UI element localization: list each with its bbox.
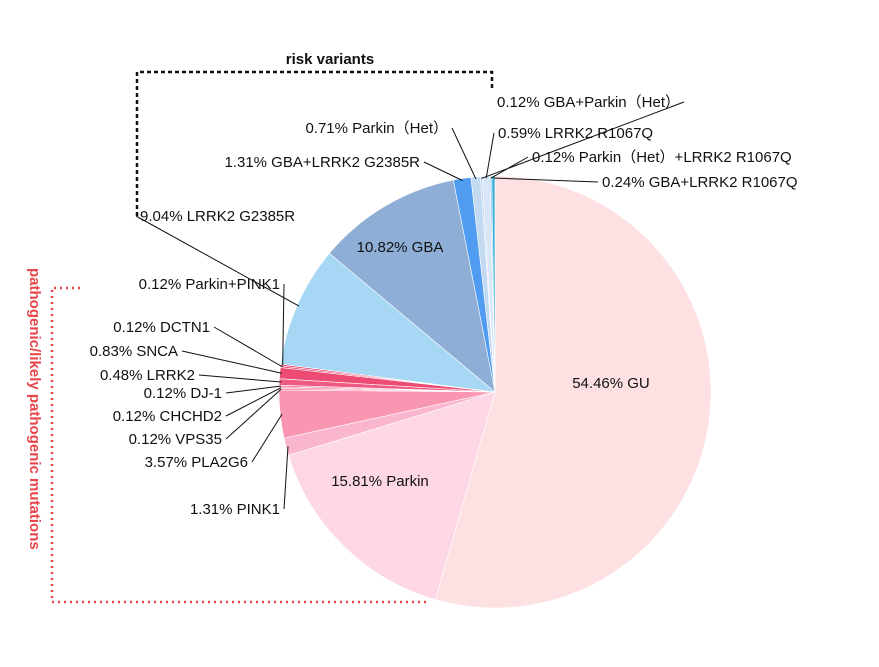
leader-line-15 <box>481 101 685 179</box>
slice-label-12: 10.82% GBA <box>357 239 444 256</box>
pie-slice-gba <box>328 179 496 393</box>
pathogenic-bracket <box>50 286 428 604</box>
slice-label-13: 1.31% GBA+LRRK2 G2385R <box>224 154 420 171</box>
pie-slice-gu <box>434 175 712 609</box>
slice-label-8: 0.83% SNCA <box>90 343 178 360</box>
slice-label-10: 0.12% Parkin+PINK1 <box>139 276 280 293</box>
slice-label-15: 0.12% GBA+Parkin（Het） <box>497 94 680 111</box>
slice-label-3: 3.57% PLA2G6 <box>145 454 248 471</box>
leader-lines <box>135 101 685 510</box>
leader-line-5 <box>225 387 282 417</box>
leader-line-16 <box>485 132 495 179</box>
leader-line-17 <box>490 156 529 179</box>
slice-label-14: 0.71% Parkin（Het） <box>305 120 448 137</box>
slice-label-6: 0.12% DJ-1 <box>144 385 222 402</box>
risk-variants-label: risk variants <box>286 51 374 68</box>
leader-line-7 <box>198 374 282 383</box>
slice-label-0: 54.46% GU <box>572 375 650 392</box>
leader-line-14 <box>451 127 477 180</box>
slice-label-7: 0.48% LRRK2 <box>100 367 195 384</box>
slice-label-2: 1.31% PINK1 <box>190 501 280 518</box>
pie-slice-parkin <box>288 391 496 600</box>
slice-labels: 54.46% GU 15.81% Parkin 1.31% PINK1 3.57% P… <box>90 94 798 518</box>
slice-label-18: 0.24% GBA+LRRK2 R1067Q <box>602 174 798 191</box>
leader-line-9 <box>213 326 283 368</box>
slice-label-4: 0.12% VPS35 <box>129 431 222 448</box>
slice-label-9: 0.12% DCTN1 <box>113 319 210 336</box>
leader-line-3 <box>251 413 283 463</box>
leader-line-4 <box>225 388 282 440</box>
slice-label-16: 0.59% LRRK2 R1067Q <box>498 125 653 142</box>
slice-label-5: 0.12% CHCHD2 <box>113 408 222 425</box>
slice-label-11: 9.04% LRRK2 G2385R <box>140 208 295 225</box>
slice-label-1: 15.81% Parkin <box>331 473 429 490</box>
pathogenic-mutations-label: pathogenic/likely pathogenic mutations <box>26 268 43 550</box>
leader-line-6 <box>225 385 282 394</box>
risk-variants-bracket <box>135 70 494 216</box>
leader-line-13 <box>423 161 463 181</box>
leader-line-8 <box>181 350 282 374</box>
slice-label-17: 0.12% Parkin（Het）+LRRK2 R1067Q <box>532 149 792 166</box>
leader-line-2 <box>283 446 289 510</box>
pie-slices <box>278 175 712 609</box>
leader-line-18 <box>493 177 599 183</box>
leader-line-11 <box>135 215 300 307</box>
